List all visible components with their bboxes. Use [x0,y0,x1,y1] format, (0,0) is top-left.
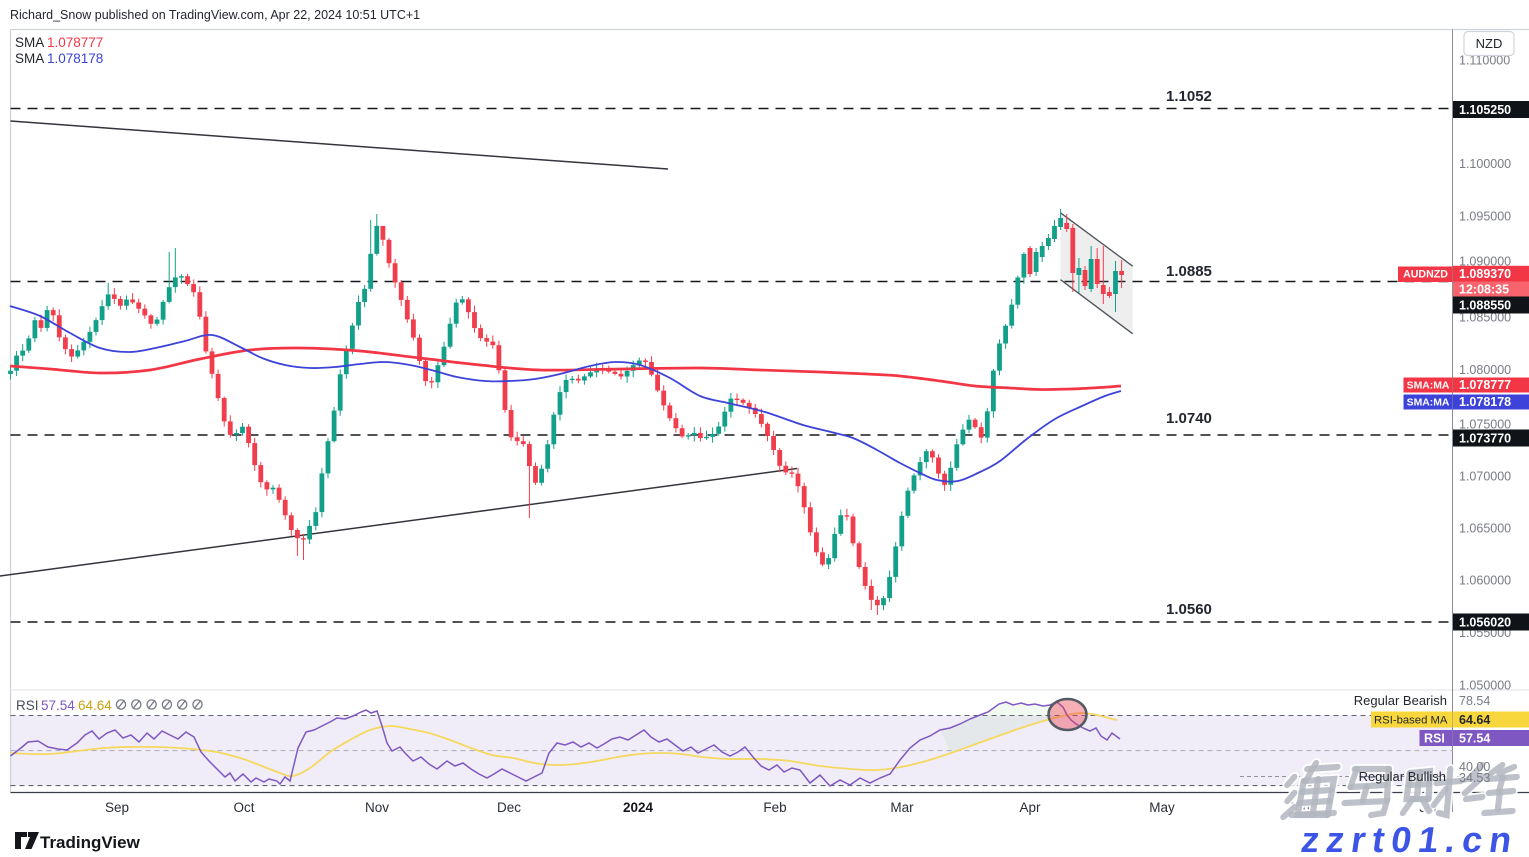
svg-text:RSI: RSI [16,698,39,713]
svg-text:1.075000: 1.075000 [1459,418,1511,432]
svg-text:1.090000: 1.090000 [1459,255,1511,269]
svg-text:1.073770: 1.073770 [1459,432,1511,446]
svg-text:SMA:MA: SMA:MA [1407,381,1450,392]
svg-text:12:08:35: 12:08:35 [1459,283,1509,297]
svg-text:1.078178: 1.078178 [1459,395,1511,409]
svg-text:1.060000: 1.060000 [1459,574,1511,588]
svg-text:Sep: Sep [105,800,129,815]
svg-text:1.078777: 1.078777 [1459,378,1511,392]
svg-text:1.1052: 1.1052 [1166,88,1212,105]
svg-text:RSI-based MA: RSI-based MA [1374,715,1448,727]
svg-text:Regular Bearish: Regular Bearish [1354,693,1447,708]
svg-text:34.53: 34.53 [1459,771,1490,785]
svg-text:SMA:MA: SMA:MA [1407,398,1450,409]
svg-text:1.065000: 1.065000 [1459,522,1511,536]
svg-text:NZD: NZD [1476,36,1503,51]
svg-text:1.078777: 1.078777 [47,35,103,50]
svg-text:57.54: 57.54 [1459,732,1490,746]
svg-text:zzrt01.cn: zzrt01.cn [1299,819,1522,857]
svg-text:1.070000: 1.070000 [1459,470,1511,484]
svg-text:1.080000: 1.080000 [1459,363,1511,377]
svg-text:78.54: 78.54 [1459,694,1490,708]
svg-text:40.00: 40.00 [1459,760,1490,774]
svg-text:2024: 2024 [623,800,654,815]
svg-text:SMA: SMA [15,35,44,50]
svg-text:Feb: Feb [763,800,786,815]
svg-text:Dec: Dec [497,800,521,815]
svg-text:1.095000: 1.095000 [1459,209,1511,223]
svg-text:1.056020: 1.056020 [1459,616,1511,630]
svg-text:Richard_Snow published on Trad: Richard_Snow published on TradingView.co… [10,8,420,22]
svg-text:1.089370: 1.089370 [1459,267,1511,281]
svg-text:RSI: RSI [1424,732,1445,746]
svg-text:1.0560: 1.0560 [1166,601,1212,618]
svg-text:1.085000: 1.085000 [1459,311,1511,325]
svg-text:Mar: Mar [890,800,914,815]
svg-text:AUDNZD: AUDNZD [1403,269,1448,281]
svg-text:zzrt01.cn: zzrt01.cn [1299,819,1522,857]
svg-text:Regular Bullish: Regular Bullish [1359,769,1446,784]
svg-text:Apr: Apr [1019,800,1041,815]
svg-text:64.64: 64.64 [1459,713,1490,727]
svg-text:Oct: Oct [233,800,254,815]
svg-text:1.050000: 1.050000 [1459,679,1511,693]
svg-text:1.078178: 1.078178 [47,51,103,66]
svg-text:TradingView: TradingView [40,833,141,852]
svg-text:1.0885: 1.0885 [1166,263,1212,280]
svg-text:1.088550: 1.088550 [1459,299,1511,313]
svg-text:1.110000: 1.110000 [1459,54,1510,68]
svg-text:1.0740: 1.0740 [1166,410,1212,427]
svg-text:SMA: SMA [15,51,44,66]
svg-text:Nov: Nov [365,800,389,815]
svg-text:1.100000: 1.100000 [1459,157,1511,171]
svg-text:64.64: 64.64 [78,698,112,713]
svg-text:57.54: 57.54 [41,698,75,713]
svg-text:May: May [1149,800,1175,815]
svg-text:1.105250: 1.105250 [1459,103,1511,117]
